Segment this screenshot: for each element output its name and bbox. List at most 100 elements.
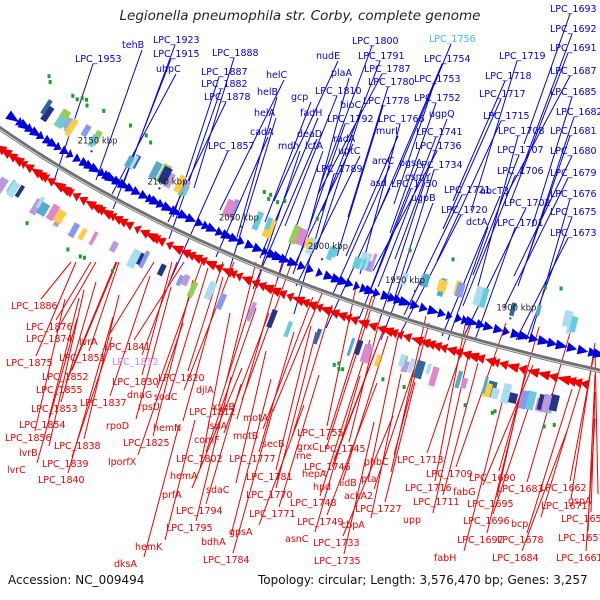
plus-strand-gene	[184, 212, 196, 223]
minus-leader-line	[40, 261, 72, 300]
plus-leader-line	[403, 194, 463, 316]
plus-strand-gene	[160, 201, 175, 212]
feature-block-minus	[397, 353, 407, 368]
feature-block-minus	[245, 301, 258, 322]
minus-strand-gene	[420, 338, 432, 349]
minus-gene-label: rpoD	[106, 421, 129, 432]
position-tick	[509, 317, 512, 320]
plus-strand-gene	[475, 318, 486, 329]
plus-gene-label: nudE	[316, 51, 340, 62]
minus-strand-gene	[7, 153, 19, 163]
position-tick	[158, 187, 161, 190]
plus-gene-label: LPC_1787	[364, 64, 411, 75]
minus-leader-line	[342, 415, 394, 537]
minus-strand-gene	[377, 325, 388, 335]
minus-gene-label: LPC_1852	[42, 372, 89, 383]
feature-block-plus	[157, 165, 173, 185]
plus-gene-label: helB	[257, 87, 278, 98]
plus-leader-line	[168, 88, 222, 240]
plus-leader-line	[531, 96, 573, 228]
minus-gene-label: xseB	[212, 402, 235, 413]
feature-block-plus	[535, 304, 542, 317]
minus-gene-label: lidB	[339, 478, 357, 489]
plus-gene-label: LPC_1706	[497, 166, 544, 177]
minus-leader-line	[258, 331, 295, 453]
plus-strand-gene	[168, 205, 183, 216]
plus-gene-label: LPC_1717	[479, 89, 526, 100]
feature-block-minus	[312, 328, 322, 345]
feature-block-plus	[181, 184, 191, 197]
feature-block-minus	[138, 250, 151, 269]
feature-block-plus	[40, 105, 55, 123]
plus-strand-gene	[65, 149, 74, 158]
green-feature-mark	[341, 367, 345, 372]
minus-gene-label: gspA	[568, 496, 592, 507]
minus-strand-gene	[565, 376, 577, 387]
plus-gene-label: LPC_1692	[550, 24, 597, 35]
minus-leader-line	[34, 298, 66, 432]
minus-gene-label: LPC_1795	[166, 523, 213, 534]
green-feature-mark	[48, 80, 52, 85]
plus-strand-gene	[5, 110, 19, 123]
minus-leader-line	[199, 312, 231, 470]
minus-strand-gene	[452, 348, 464, 358]
plus-gene-label: LPC_1778	[363, 96, 410, 107]
green-feature-mark	[71, 93, 75, 98]
feature-block-plus	[303, 237, 313, 249]
minus-gene-label: motA	[243, 413, 269, 424]
minus-leader-line	[230, 378, 272, 536]
plus-strand-gene	[130, 185, 141, 195]
minus-leader-line	[71, 261, 118, 371]
minus-gene-label: motB	[233, 431, 258, 442]
position-label: 1950 kbp	[385, 276, 425, 286]
plus-leader-line	[515, 237, 569, 341]
minus-strand-gene	[357, 319, 371, 330]
minus-strand-gene	[251, 279, 261, 289]
plus-gene-label: pgsA	[399, 158, 423, 169]
plus-strand-gene	[337, 275, 349, 286]
minus-strand-gene	[505, 363, 520, 373]
minus-leader-line	[262, 296, 314, 430]
minus-leader-line	[540, 384, 582, 518]
minus-strand-gene	[306, 301, 318, 311]
plus-gene-label: uptC	[338, 146, 361, 157]
green-feature-mark	[267, 196, 271, 201]
minus-gene-label: LPC_1825	[123, 438, 170, 449]
plus-strand-gene	[436, 307, 446, 318]
minus-strand-gene	[315, 303, 324, 313]
plus-leader-line	[519, 33, 573, 175]
minus-strand-gene	[20, 160, 29, 170]
feature-block-minus	[203, 280, 218, 301]
plus-strand-gene	[517, 330, 532, 340]
plus-leader-line	[321, 60, 381, 212]
plus-leader-line	[436, 120, 502, 262]
plus-strand-gene	[214, 226, 224, 236]
minus-strand-gene	[344, 313, 353, 324]
minus-leader-line	[48, 289, 85, 447]
plus-strand-gene	[176, 209, 190, 219]
feature-block-minus	[36, 201, 51, 217]
plus-leader-line	[474, 227, 516, 341]
minus-gene-label: secB	[262, 439, 285, 450]
minus-gene-label: hpd	[313, 482, 331, 493]
position-label: 2050 kbp	[219, 214, 259, 224]
plus-strand-gene	[409, 299, 420, 310]
minus-strand-gene	[139, 229, 151, 239]
plus-leader-line	[525, 216, 573, 341]
minus-gene-label: lvrC	[7, 465, 26, 476]
position-tick	[239, 225, 243, 228]
plus-gene-label: gcp	[291, 92, 308, 103]
plus-gene-label: LPC_1673	[550, 228, 597, 239]
position-label: 2150 kbp	[78, 136, 118, 146]
plus-strand-gene	[322, 270, 334, 280]
minus-strand-gene	[85, 200, 98, 211]
plus-strand-gene	[286, 256, 299, 267]
minus-strand-gene	[235, 272, 244, 282]
plus-strand-gene	[352, 280, 361, 291]
plus-leader-line	[394, 118, 448, 260]
green-feature-mark	[102, 108, 106, 113]
feature-block-minus	[108, 240, 119, 253]
plus-strand-gene	[537, 335, 551, 345]
plus-leader-line	[377, 136, 437, 288]
feature-block-minus	[507, 392, 519, 405]
